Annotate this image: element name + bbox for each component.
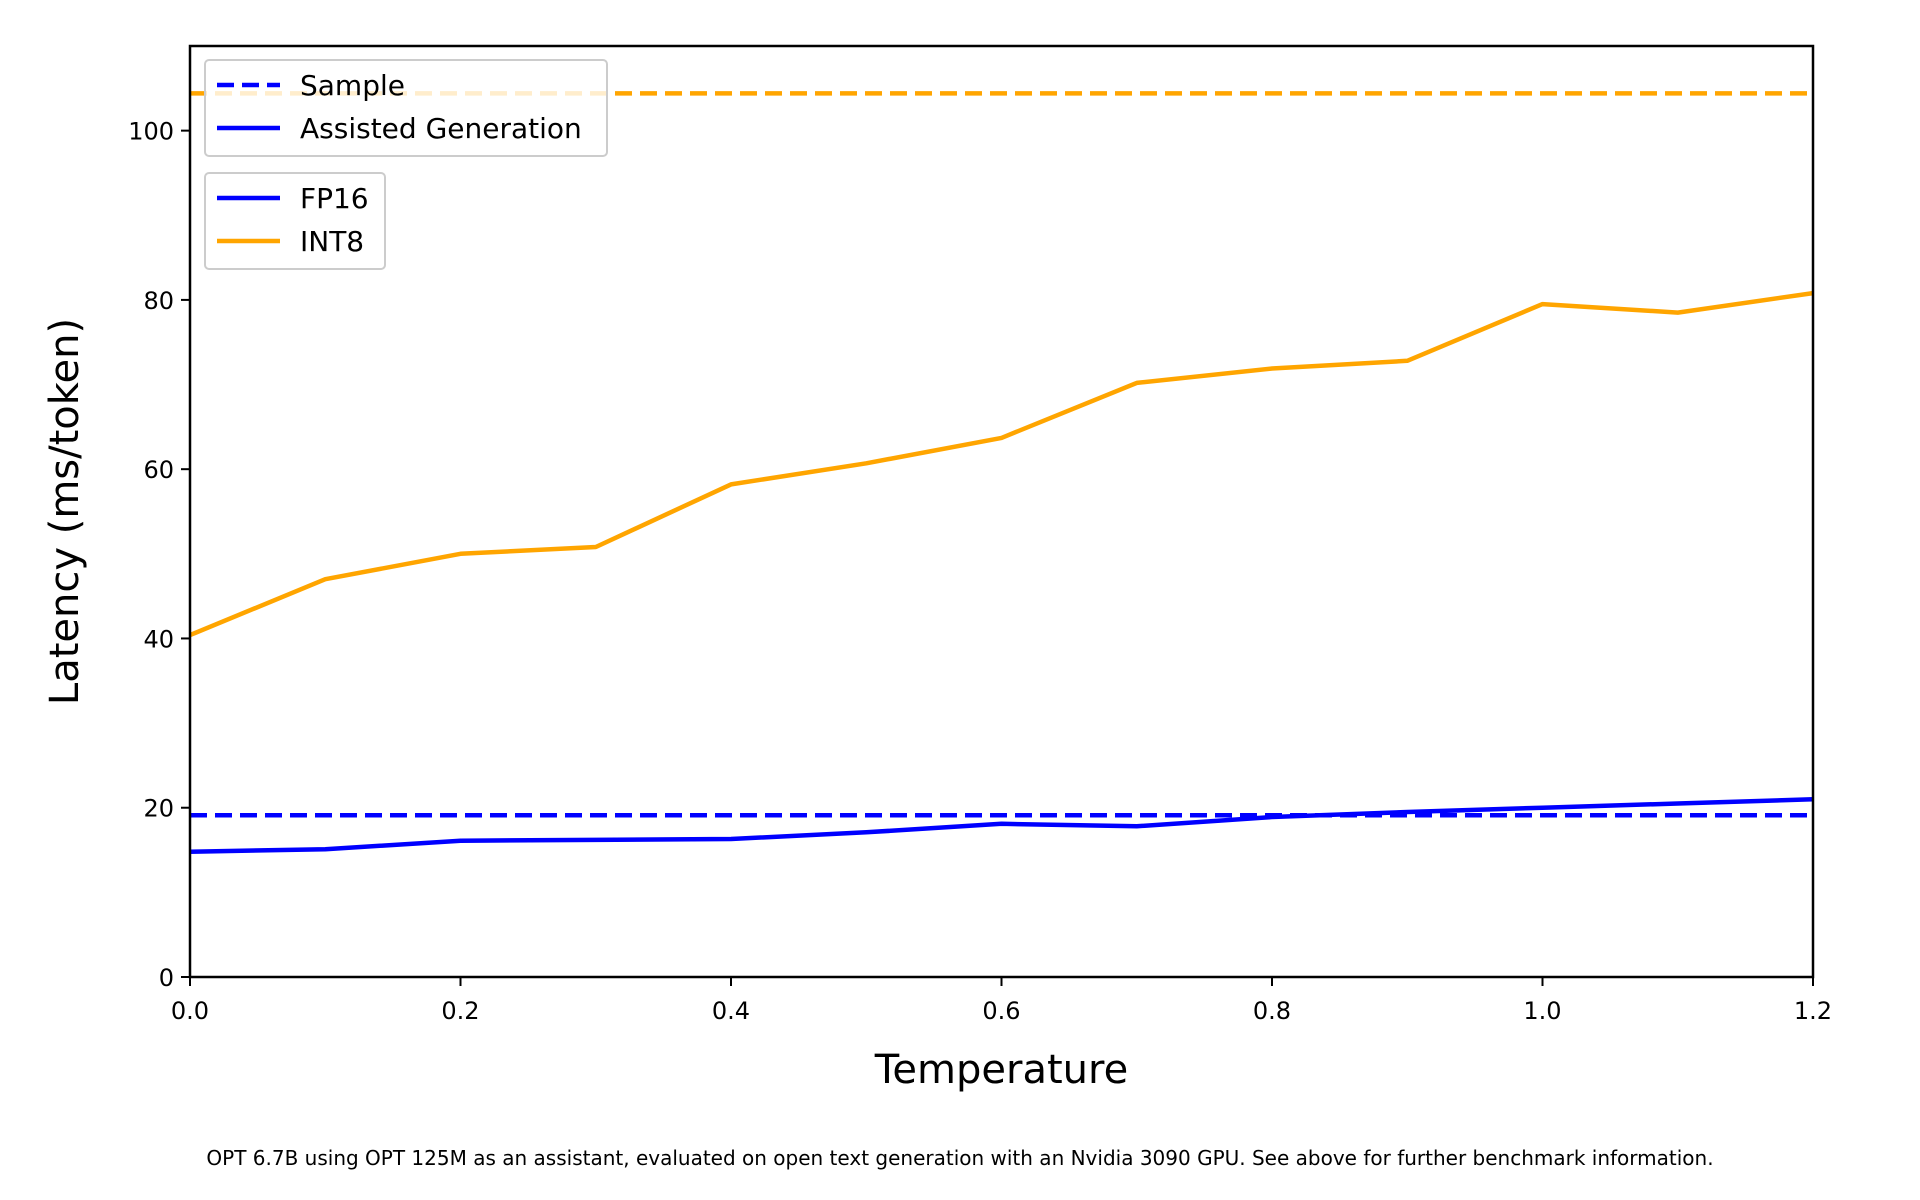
x-tick-label: 1.2 — [1794, 997, 1832, 1025]
figure-caption: OPT 6.7B using OPT 125M as an assistant,… — [206, 1146, 1714, 1170]
x-axis: 0.0 0.2 0.4 0.6 0.8 1.0 1.2 — [171, 977, 1832, 1025]
x-axis-title: Temperature — [874, 1047, 1128, 1093]
legend-label: Assisted Generation — [300, 112, 582, 145]
legends: Sample Assisted Generation FP16 INT8 — [204, 59, 608, 270]
legend-label: INT8 — [300, 225, 364, 258]
y-tick-label: 60 — [143, 456, 174, 484]
y-tick-label: 100 — [128, 118, 174, 146]
y-tick-label: 0 — [159, 964, 174, 992]
x-tick-label: 0.2 — [441, 997, 479, 1025]
plot-frame — [188, 44, 1815, 979]
legend-2: FP16 INT8 — [204, 172, 386, 270]
y-axis: 0 20 40 60 80 100 — [128, 118, 190, 992]
y-tick-label: 40 — [143, 625, 174, 653]
y-tick-label: 20 — [143, 795, 174, 823]
legend-label: Sample — [300, 69, 405, 102]
x-tick-label: 1.0 — [1523, 997, 1561, 1025]
x-tick-label: 0.8 — [1253, 997, 1291, 1025]
plot-area — [189, 91, 1814, 854]
y-axis-title: Latency (ms/token) — [42, 318, 88, 705]
x-tick-label: 0.0 — [171, 997, 209, 1025]
series-line-int8-assisted-generation — [189, 290, 1814, 638]
legend-box — [204, 59, 608, 157]
x-tick-label: 0.6 — [982, 997, 1020, 1025]
x-tick-label: 0.4 — [712, 997, 750, 1025]
series-line-fp16-assisted-generation — [189, 797, 1814, 854]
legend-1: Sample Assisted Generation — [204, 59, 608, 157]
legend-label: FP16 — [300, 182, 369, 215]
y-tick-label: 80 — [143, 287, 174, 315]
